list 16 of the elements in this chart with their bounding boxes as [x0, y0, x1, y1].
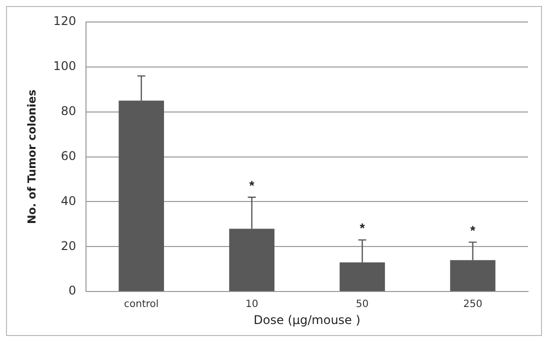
y-tick-label: 120 — [53, 14, 76, 28]
x-axis-title: Dose (μg/mouse ) — [254, 312, 360, 327]
y-tick-label: 60 — [60, 148, 76, 163]
y-tick-label: 20 — [60, 238, 76, 253]
y-tick-label: 100 — [53, 59, 76, 74]
y-tick-label: 80 — [60, 104, 76, 118]
x-tick-label: control — [124, 299, 159, 310]
y-tick-label: 40 — [60, 194, 76, 208]
y-axis-title: No. of Tumor colonies — [25, 89, 38, 224]
x-tick-label: 50 — [356, 299, 369, 310]
annotation: * — [249, 178, 256, 193]
x-tick-label: 250 — [463, 299, 482, 310]
x-tick-label: 10 — [245, 299, 258, 310]
annotation: * — [360, 220, 366, 236]
annotation: * — [470, 222, 476, 238]
y-tick-label: 0 — [68, 284, 76, 298]
